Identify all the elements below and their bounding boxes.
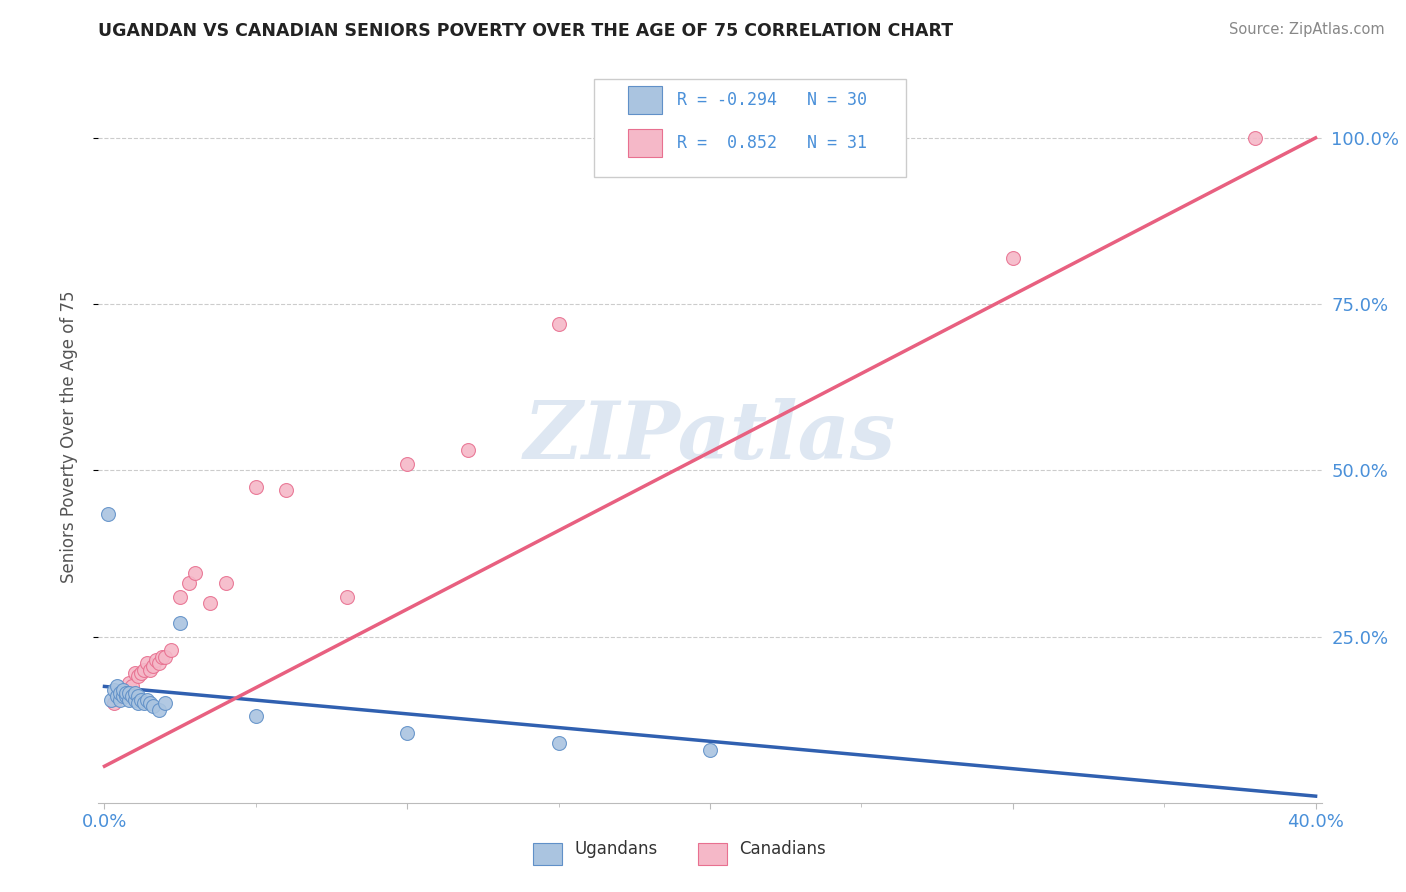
Point bbox=[547, 317, 569, 331]
Point bbox=[132, 696, 155, 710]
Point bbox=[103, 696, 125, 710]
Point bbox=[105, 690, 128, 704]
Point bbox=[179, 576, 201, 591]
Text: UGANDAN VS CANADIAN SENIORS POVERTY OVER THE AGE OF 75 CORRELATION CHART: UGANDAN VS CANADIAN SENIORS POVERTY OVER… bbox=[98, 22, 953, 40]
Point bbox=[336, 590, 359, 604]
Point bbox=[114, 690, 136, 704]
Point bbox=[150, 649, 173, 664]
FancyBboxPatch shape bbox=[628, 129, 662, 157]
Point bbox=[124, 686, 146, 700]
Point bbox=[108, 686, 131, 700]
Point bbox=[276, 483, 298, 498]
Point bbox=[139, 663, 162, 677]
Point bbox=[111, 682, 134, 697]
Point bbox=[1001, 251, 1024, 265]
Point bbox=[142, 659, 165, 673]
Point bbox=[108, 690, 131, 704]
Point bbox=[200, 596, 222, 610]
Point bbox=[160, 643, 183, 657]
Point bbox=[135, 656, 157, 670]
Point bbox=[127, 696, 149, 710]
Text: Canadians: Canadians bbox=[740, 840, 827, 858]
Point bbox=[127, 669, 149, 683]
Point bbox=[121, 690, 143, 704]
Point bbox=[699, 742, 721, 756]
Point bbox=[396, 726, 419, 740]
Point bbox=[1244, 131, 1267, 145]
Point bbox=[184, 566, 207, 581]
Point bbox=[142, 699, 165, 714]
Point bbox=[139, 696, 162, 710]
Point bbox=[169, 590, 191, 604]
Point bbox=[547, 736, 569, 750]
FancyBboxPatch shape bbox=[593, 78, 905, 178]
Text: R =  0.852   N = 31: R = 0.852 N = 31 bbox=[678, 134, 868, 152]
Point bbox=[103, 682, 125, 697]
Point bbox=[153, 649, 176, 664]
Text: ZIPatlas: ZIPatlas bbox=[524, 399, 896, 475]
Point bbox=[118, 692, 141, 706]
Point bbox=[129, 692, 152, 706]
Point bbox=[118, 686, 141, 700]
Point bbox=[145, 653, 167, 667]
FancyBboxPatch shape bbox=[533, 843, 562, 865]
Point bbox=[396, 457, 419, 471]
Point bbox=[457, 443, 479, 458]
Text: Ugandans: Ugandans bbox=[574, 840, 658, 858]
Point bbox=[245, 709, 267, 723]
Point bbox=[108, 692, 131, 706]
Point bbox=[114, 686, 136, 700]
Point bbox=[214, 576, 236, 591]
Point bbox=[111, 686, 134, 700]
Point bbox=[124, 692, 146, 706]
Point bbox=[118, 676, 141, 690]
Point bbox=[169, 616, 191, 631]
Point bbox=[121, 680, 143, 694]
Point bbox=[245, 480, 267, 494]
Text: Source: ZipAtlas.com: Source: ZipAtlas.com bbox=[1229, 22, 1385, 37]
Point bbox=[129, 666, 152, 681]
Point bbox=[105, 680, 128, 694]
Point bbox=[127, 690, 149, 704]
Point bbox=[135, 692, 157, 706]
Point bbox=[132, 663, 155, 677]
FancyBboxPatch shape bbox=[628, 86, 662, 114]
Point bbox=[148, 656, 170, 670]
Y-axis label: Seniors Poverty Over the Age of 75: Seniors Poverty Over the Age of 75 bbox=[59, 291, 77, 583]
Point bbox=[111, 690, 134, 704]
Text: R = -0.294   N = 30: R = -0.294 N = 30 bbox=[678, 91, 868, 109]
Point bbox=[96, 507, 118, 521]
Point bbox=[100, 692, 122, 706]
Point bbox=[124, 666, 146, 681]
Point bbox=[153, 696, 176, 710]
Point bbox=[114, 682, 136, 697]
FancyBboxPatch shape bbox=[697, 843, 727, 865]
Point bbox=[148, 703, 170, 717]
